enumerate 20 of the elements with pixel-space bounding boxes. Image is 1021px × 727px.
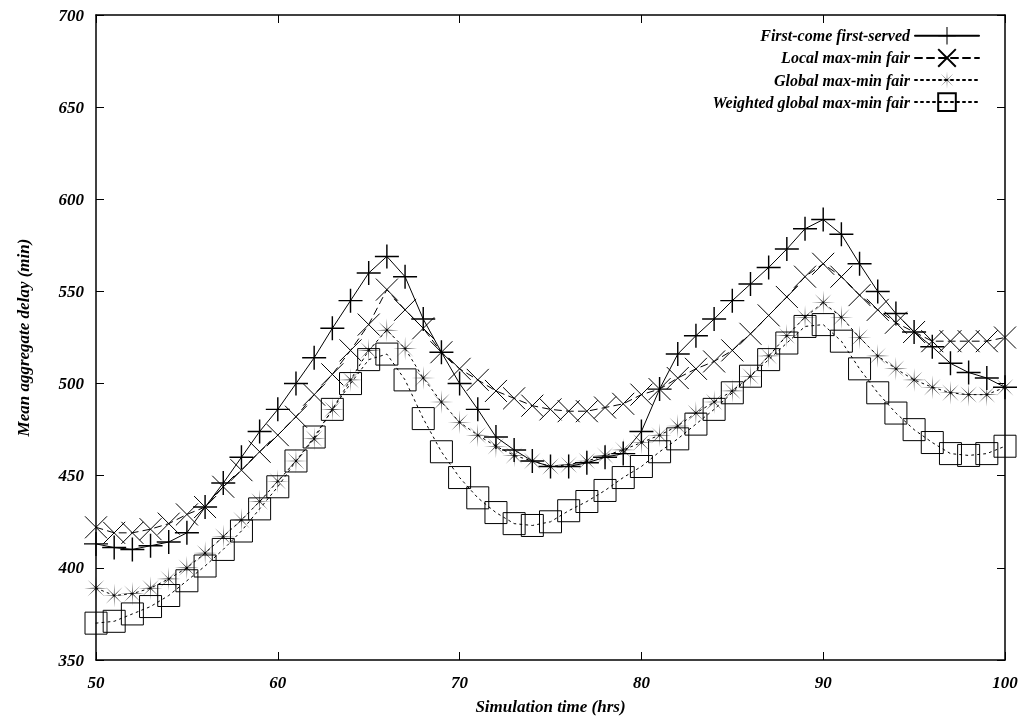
x-axis-title: Simulation time (hrs) [475, 697, 626, 716]
x-tick-label: 50 [87, 673, 105, 692]
x-tick-label: 100 [992, 673, 1019, 692]
x-tick-label: 90 [814, 673, 833, 692]
y-tick-label: 500 [58, 374, 85, 394]
y-tick-label: 650 [58, 97, 85, 117]
y-tick-label: 700 [58, 5, 85, 25]
x-tick-label: 80 [632, 673, 651, 692]
x-tick-label: 60 [269, 673, 287, 692]
legend-label: First-come first-served [759, 27, 911, 46]
y-tick-label: 350 [57, 650, 85, 670]
y-tick-label: 600 [58, 189, 85, 209]
y-tick-label: 450 [57, 466, 85, 486]
y-axis-title: Mean aggregate delay (min) [14, 238, 33, 438]
x-tick-label: 70 [451, 673, 469, 692]
y-tick-label: 400 [57, 558, 85, 578]
y-tick-label: 550 [58, 281, 85, 301]
legend-label: Local max-min fair [780, 49, 911, 68]
legend-label: Global max-min fair [773, 71, 911, 90]
legend-label: Weighted global max-min fair [712, 93, 911, 112]
